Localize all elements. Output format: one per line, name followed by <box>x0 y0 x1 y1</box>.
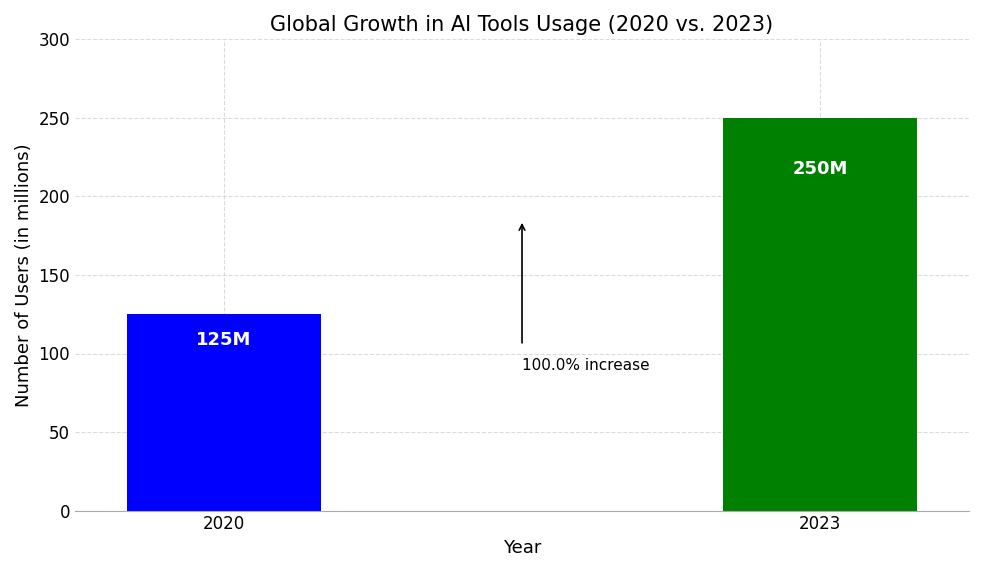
Title: Global Growth in AI Tools Usage (2020 vs. 2023): Global Growth in AI Tools Usage (2020 vs… <box>271 15 773 35</box>
Bar <box>127 314 321 511</box>
Text: 125M: 125M <box>197 331 252 349</box>
Y-axis label: Number of Users (in millions): Number of Users (in millions) <box>15 143 33 407</box>
Text: 100.0% increase: 100.0% increase <box>523 358 649 373</box>
Bar <box>723 118 917 511</box>
X-axis label: Year: Year <box>503 539 541 557</box>
Text: 250M: 250M <box>792 160 847 178</box>
